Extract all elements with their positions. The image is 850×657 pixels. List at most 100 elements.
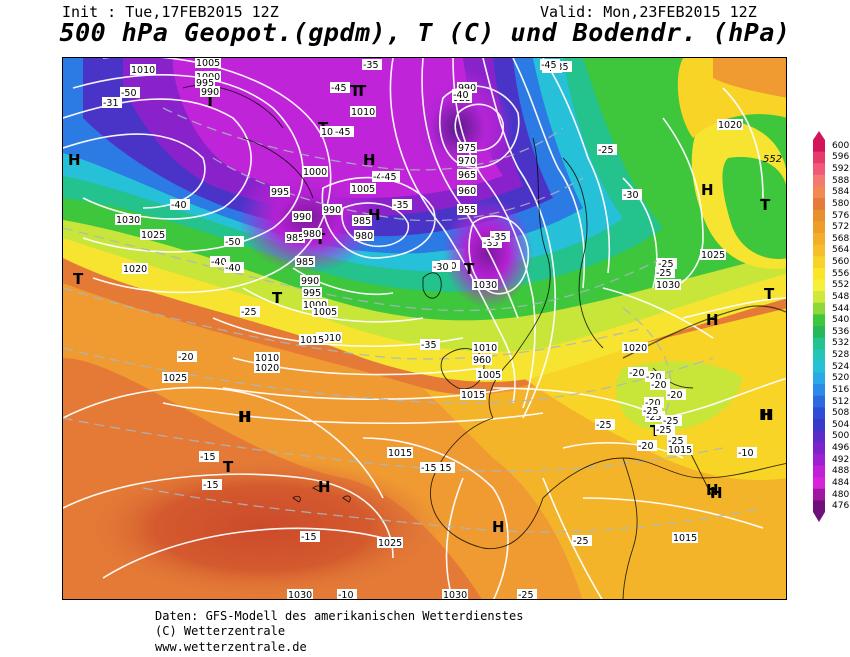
low-pressure-marker: T xyxy=(464,260,475,278)
colorbar-swatch xyxy=(813,209,825,222)
colorbar-swatch xyxy=(813,174,825,188)
colorbar-level-label: 576 xyxy=(832,210,850,221)
svg-text:1020: 1020 xyxy=(123,264,147,275)
isotherm-label: -25 xyxy=(662,415,682,427)
isotherm-label: -20 xyxy=(645,371,665,383)
isobar-label: 1005 xyxy=(312,306,338,318)
chart-title: 500 hPa Geopot.(gpdm), T (C) und Bodendr… xyxy=(59,18,791,47)
svg-text:1020: 1020 xyxy=(255,363,279,374)
temperature-labels: -31-50-35-45-45-45-45-40-40-35-35-45-25-… xyxy=(102,59,757,600)
colorbar-level-label: 544 xyxy=(832,303,850,314)
colorbar-swatch xyxy=(813,151,825,164)
colorbar-swatch xyxy=(813,430,825,443)
colorbar-swatch xyxy=(813,279,825,292)
colorbar-swatch xyxy=(813,453,825,467)
svg-text:1010: 1010 xyxy=(131,65,155,76)
isobar-label: 1005 xyxy=(476,369,502,381)
svg-text:-35: -35 xyxy=(421,340,437,351)
isobar-label: 1015 xyxy=(387,447,413,459)
isobar-label: 995 xyxy=(270,186,290,198)
isobar-label: 1025 xyxy=(377,537,403,549)
high-pressure-marker: H xyxy=(706,311,719,329)
svg-text:-25: -25 xyxy=(643,406,659,417)
svg-text:1025: 1025 xyxy=(141,230,165,241)
svg-text:1005: 1005 xyxy=(196,58,220,69)
isotherm-label: -15 xyxy=(202,479,222,491)
isotherm-label: -35 xyxy=(482,237,502,249)
colorbar-top-arrow xyxy=(813,131,825,140)
svg-text:-25: -25 xyxy=(656,268,672,279)
svg-text:990: 990 xyxy=(201,87,219,98)
svg-text:-20: -20 xyxy=(645,398,661,409)
svg-text:1030: 1030 xyxy=(443,590,467,600)
isobar-label: 985 xyxy=(295,256,315,268)
svg-text:-50: -50 xyxy=(121,88,137,99)
svg-text:-10: -10 xyxy=(738,448,754,459)
colorbar-level-label: 504 xyxy=(832,419,850,430)
svg-text:-20: -20 xyxy=(646,372,662,383)
svg-text:-45: -45 xyxy=(331,83,347,94)
isotherm-label: -25 xyxy=(655,267,675,279)
svg-text:-25: -25 xyxy=(573,536,589,547)
colorbar-level-label: 516 xyxy=(832,384,850,395)
svg-text:985: 985 xyxy=(353,216,371,227)
svg-text:1010: 1010 xyxy=(255,353,279,364)
isotherm-label: -35 xyxy=(362,59,382,71)
footer-copyright: (C) Wetterzentrale xyxy=(155,624,286,638)
isotherm-label: -45 xyxy=(380,171,400,183)
isobar-label: 1030 xyxy=(115,214,141,226)
svg-text:1030: 1030 xyxy=(656,280,680,291)
colorbar-swatch xyxy=(813,442,825,455)
colorbar-level-label: 596 xyxy=(832,152,850,163)
isobar-label: 985 xyxy=(352,215,372,227)
isotherm-label: -45 xyxy=(540,59,560,71)
high-pressure-marker: H xyxy=(492,518,505,536)
colorbar-swatch xyxy=(813,395,825,408)
low-core-north xyxy=(403,68,513,188)
svg-text:-20: -20 xyxy=(651,380,667,391)
isobar-label: 1025 xyxy=(700,249,726,261)
colorbar-swatch xyxy=(813,314,825,327)
svg-text:1030: 1030 xyxy=(288,590,312,600)
svg-text:-25: -25 xyxy=(518,590,534,600)
colorbar-level-label: 572 xyxy=(832,222,850,233)
isotherm-label: -10 xyxy=(337,589,357,599)
band-lime xyxy=(63,218,786,352)
svg-text:990: 990 xyxy=(301,276,319,287)
isobar-label: 1030 xyxy=(287,589,313,600)
svg-text:1005: 1005 xyxy=(351,184,375,195)
high-pressure-marker: H xyxy=(363,151,376,169)
isobar-label: 1010 xyxy=(316,332,342,344)
svg-text:-45: -45 xyxy=(381,172,397,183)
svg-text:-35: -35 xyxy=(363,60,379,71)
high-pressure-marker: H xyxy=(238,408,251,426)
svg-text:-25: -25 xyxy=(658,259,674,270)
colorbar-level-label: 536 xyxy=(832,326,850,337)
green-east-core xyxy=(722,157,786,259)
svg-text:-25: -25 xyxy=(668,436,684,447)
colorbar-swatch xyxy=(813,360,825,374)
svg-text:960: 960 xyxy=(458,186,476,197)
isotherm-label: -31 xyxy=(102,97,122,109)
isotherm-label: -25 xyxy=(517,589,537,600)
svg-text:980: 980 xyxy=(355,231,373,242)
pressure-symbols: HHHHHHHHHHHHHHTTTTTTTTTTTT xyxy=(68,82,775,599)
svg-text:1015: 1015 xyxy=(673,533,697,544)
isotherm-label: -25 xyxy=(667,435,687,447)
svg-text:970: 970 xyxy=(458,156,476,167)
isobar-label: 960 xyxy=(457,185,477,197)
isobar-label: 1030 xyxy=(442,589,468,600)
svg-text:1000: 1000 xyxy=(303,300,327,311)
init-time: Init : Tue,17FEB2015 12Z xyxy=(62,3,279,21)
isotherm-label: -40 xyxy=(170,199,190,211)
colorbar-level-label: 492 xyxy=(832,454,850,465)
low-pressure-marker: T xyxy=(764,285,775,303)
isotherm-label: -25 xyxy=(240,306,260,318)
colorbar-swatch xyxy=(813,198,825,211)
high-pressure-marker: H xyxy=(701,181,714,199)
svg-text:995: 995 xyxy=(271,187,289,198)
isobar-label: 970 xyxy=(457,155,477,167)
colorbar-swatch xyxy=(813,163,825,176)
svg-text:995: 995 xyxy=(303,288,321,299)
isobar-label: 980 xyxy=(354,230,374,242)
